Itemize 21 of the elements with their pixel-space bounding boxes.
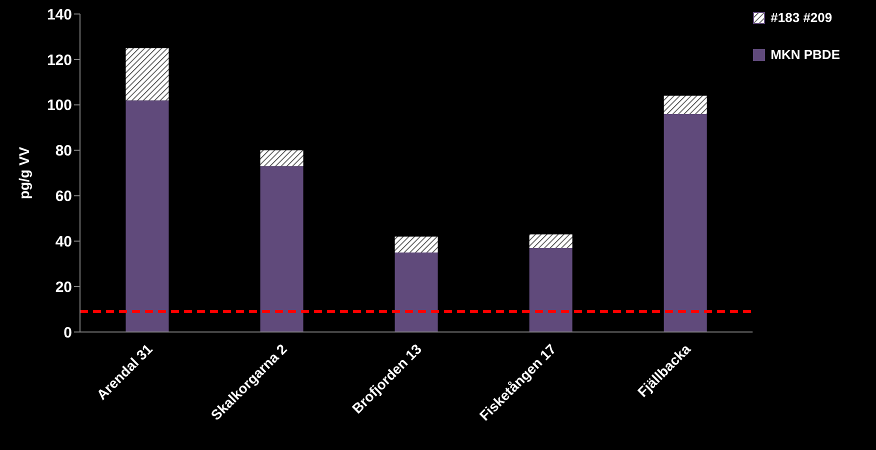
bar	[394, 236, 438, 252]
bar	[126, 48, 169, 100]
y-tick-label: 140	[46, 6, 72, 24]
y-axis-title: pg/g VV	[16, 146, 32, 200]
bar	[664, 114, 707, 332]
y-tick-label: 20	[55, 278, 72, 296]
bar	[664, 96, 707, 114]
y-tick-label: 100	[46, 97, 72, 114]
y-tick-label: 80	[55, 142, 72, 160]
bar	[260, 150, 304, 166]
y-tick-label: 120	[46, 52, 72, 69]
y-tick-label: 60	[55, 188, 72, 206]
y-tick-label: 40	[55, 233, 72, 250]
y-tick-label: 0	[64, 324, 72, 342]
bar	[529, 234, 572, 248]
bar	[260, 166, 304, 332]
legend-label: #183 #209	[770, 10, 832, 25]
bar	[529, 248, 572, 332]
bar	[126, 100, 169, 332]
legend-label: MKN PBDE	[770, 47, 840, 62]
bar	[394, 252, 438, 332]
